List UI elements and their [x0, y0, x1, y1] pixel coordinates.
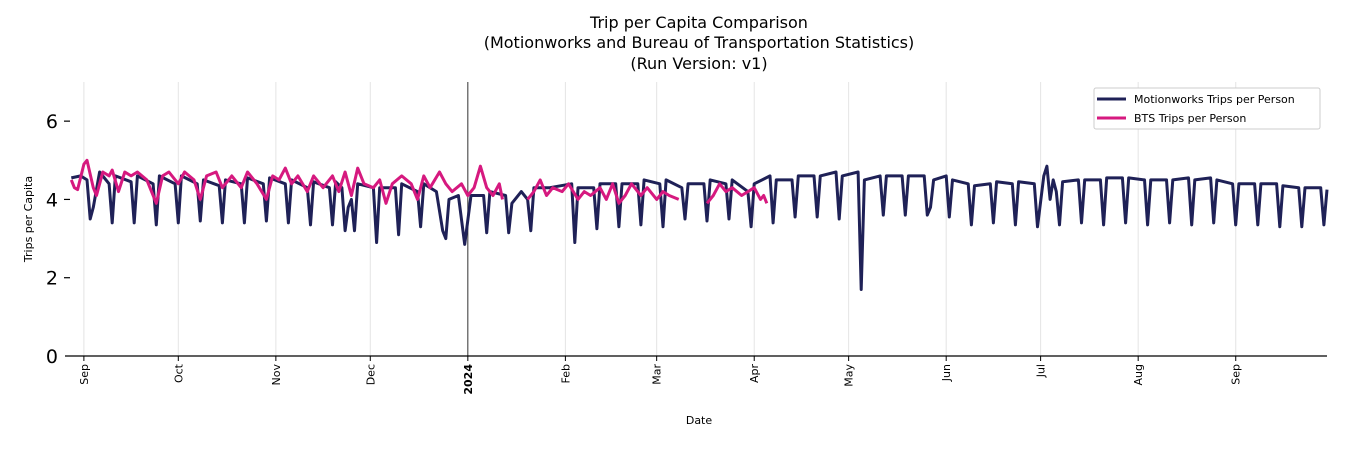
x-tick-label: 2024 — [462, 364, 475, 395]
series-line-motionworks — [70, 164, 1329, 291]
y-tick-label: 2 — [46, 268, 58, 290]
chart-title-line-1: Trip per Capita Comparison — [589, 13, 808, 32]
x-tick-label: Aug — [1132, 364, 1145, 385]
legend-box — [1093, 87, 1321, 130]
x-tick-label: May — [843, 364, 856, 387]
x-tick-label: Oct — [172, 363, 185, 383]
x-tick-label: Jun — [940, 364, 953, 382]
x-axis-label: Date — [686, 414, 713, 427]
x-tick-label: Apr — [748, 364, 761, 384]
chart-title-line-2: (Motionworks and Bureau of Transportatio… — [484, 33, 915, 52]
legend-label-bts: BTS Trips per Person — [1134, 112, 1246, 125]
y-axis: 0 2 4 6 — [46, 111, 70, 368]
y-axis-label: Trips per Capita — [22, 176, 35, 263]
y-tick-label: 6 — [46, 111, 58, 133]
y-tick-label: 4 — [46, 189, 58, 211]
legend-label-motionworks: Motionworks Trips per Person — [1134, 93, 1295, 106]
x-tick-label: Mar — [651, 364, 664, 385]
chart-title-line-3: (Run Version: v1) — [630, 54, 767, 73]
x-tick-label: Nov — [270, 364, 283, 386]
series-line-bts — [69, 158, 769, 205]
x-axis: Sep Oct Nov Dec 2024 Feb Mar Apr May Jun Jul Aug Sep — [78, 356, 1243, 395]
gridlines — [83, 82, 1237, 356]
x-tick-label: Sep — [1230, 364, 1243, 385]
x-tick-label: Jul — [1035, 364, 1048, 378]
x-tick-label: Sep — [78, 364, 91, 385]
chart-title: Trip per Capita Comparison (Motionworks … — [484, 13, 915, 73]
series-lines — [69, 158, 1329, 291]
legend: Motionworks Trips per Person BTS Trips p… — [1093, 87, 1321, 130]
x-tick-label: Feb — [559, 364, 572, 383]
y-tick-label: 0 — [46, 346, 58, 368]
x-tick-label: Dec — [364, 364, 377, 385]
